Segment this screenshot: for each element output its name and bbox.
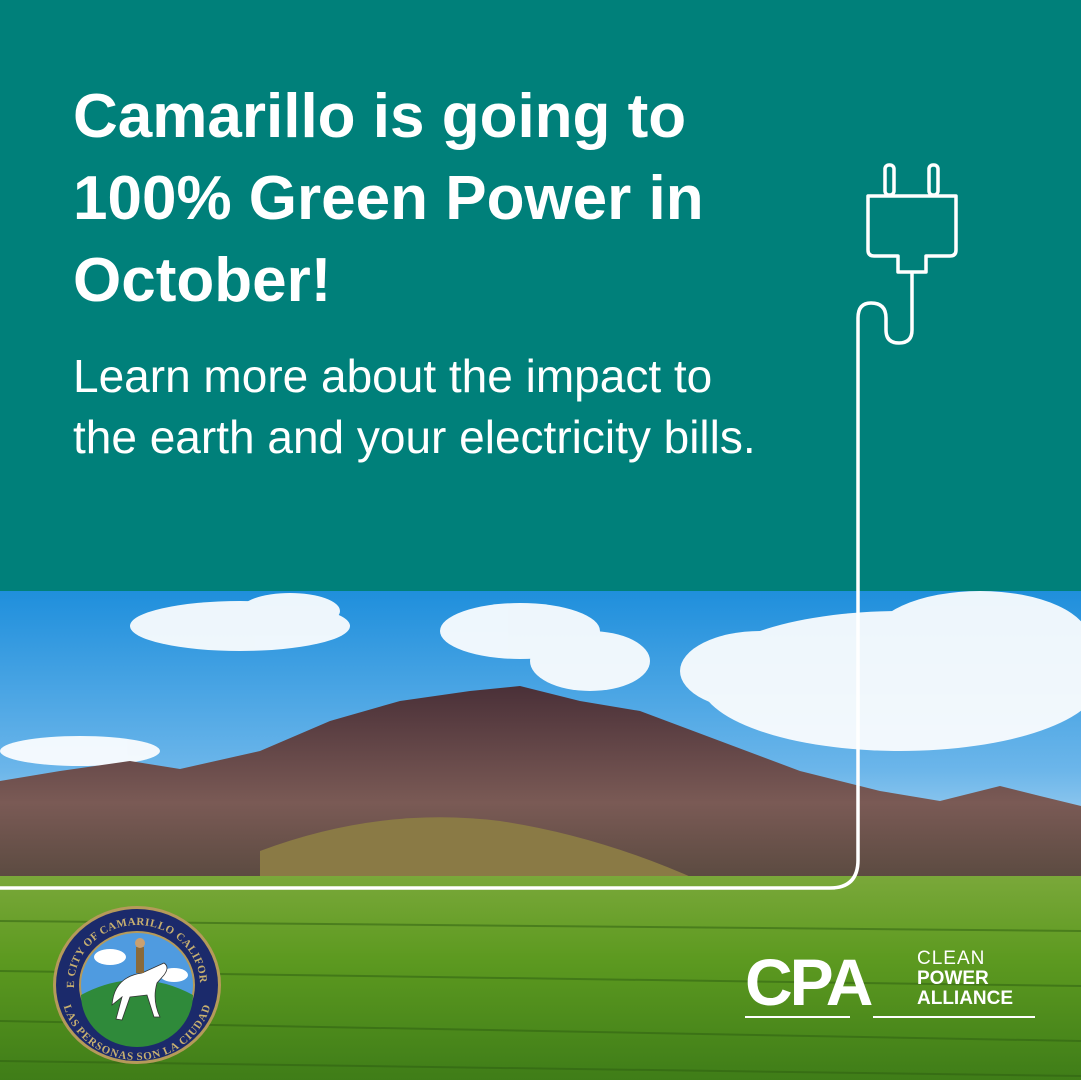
cpa-mark: CPA [745, 945, 872, 1019]
cpa-logo: CPA CLEAN POWER ALLIANCE [745, 945, 1040, 1020]
clouds [0, 591, 1081, 766]
cpa-line2: POWER [917, 968, 989, 989]
cpa-line3: ALLIANCE [917, 988, 1013, 1009]
mountains [0, 686, 1081, 881]
subtext: Learn more about the impact to the earth… [73, 350, 756, 463]
foothill [260, 817, 700, 881]
headline: Camarillo is going to 100% Green Power i… [73, 82, 704, 315]
teal-banner: Camarillo is going to 100% Green Power i… [73, 82, 756, 463]
cpa-line1: CLEAN [917, 948, 985, 969]
plug-icon [0, 163, 958, 890]
landscape-photo [0, 591, 1081, 1080]
city-seal-logo: THE CITY OF CAMARILLO CALIFORNIA LAS PER… [52, 905, 221, 1064]
